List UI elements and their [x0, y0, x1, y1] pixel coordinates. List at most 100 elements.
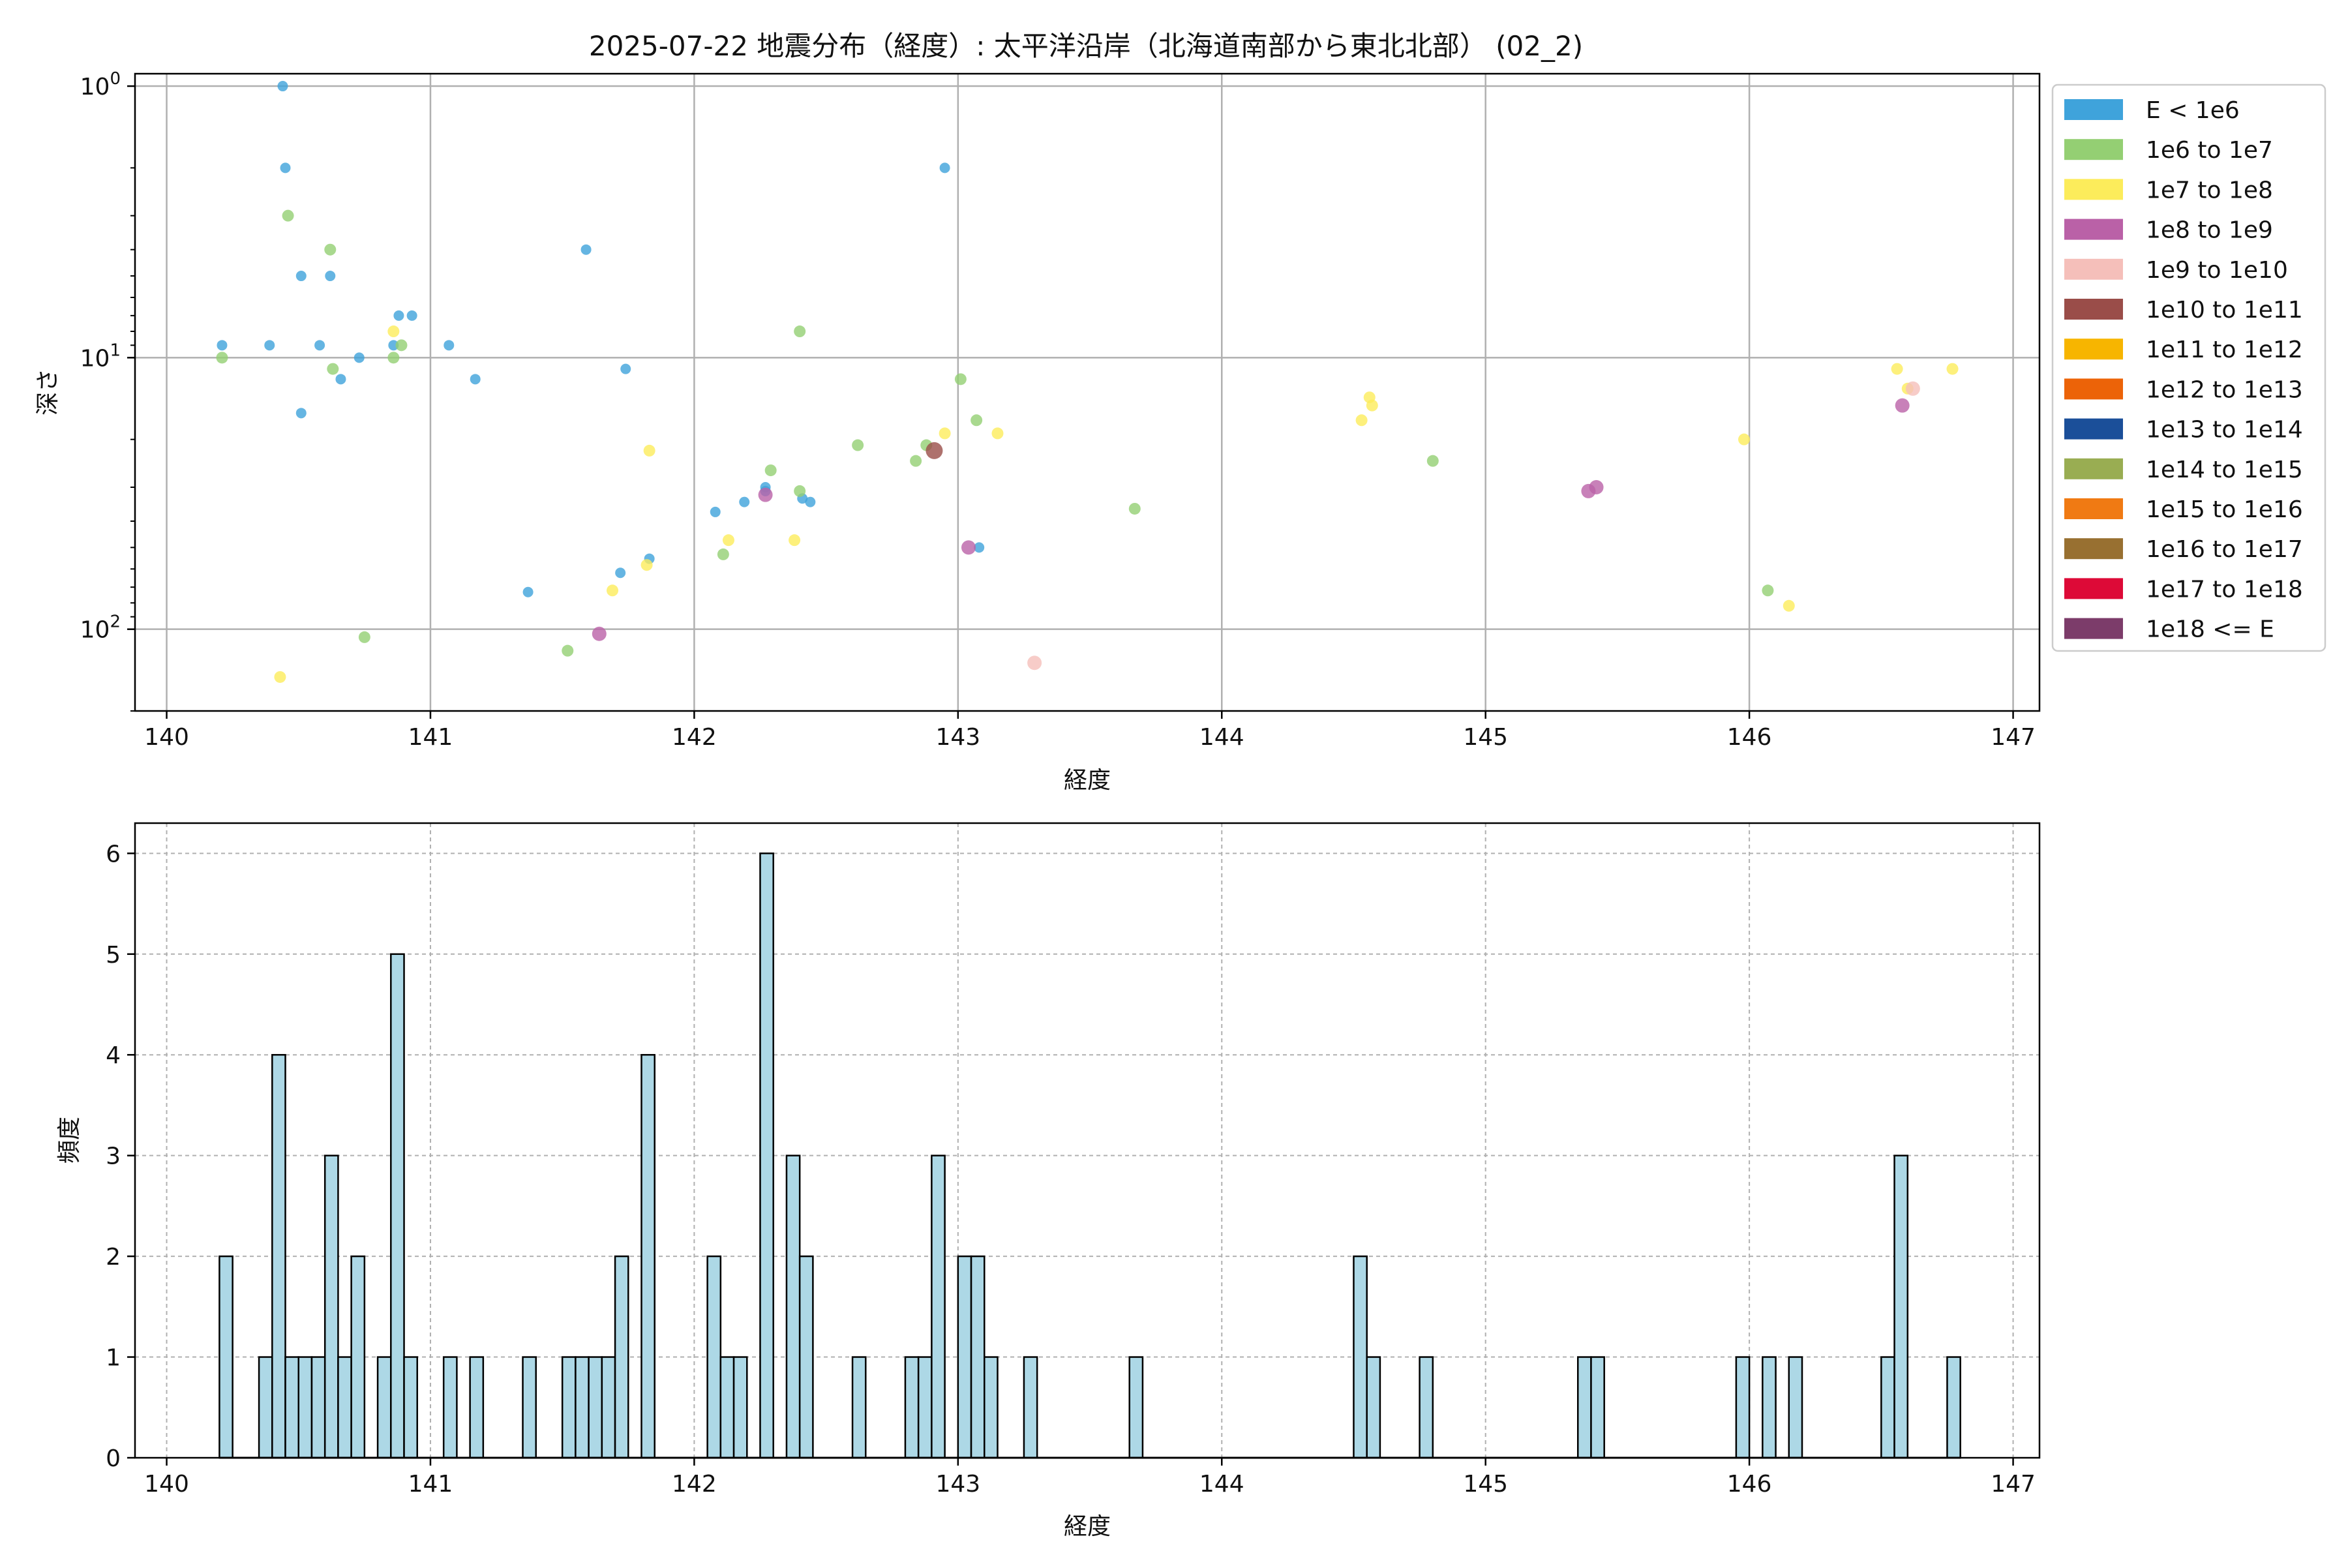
scatter-point: [324, 243, 337, 256]
histogram-bar: [851, 1356, 867, 1459]
histogram-bar: [614, 1255, 629, 1459]
histogram-bars: [218, 852, 1961, 1459]
legend-swatch: [2064, 458, 2123, 479]
scatter-point: [717, 548, 729, 560]
scatter-point: [217, 340, 228, 351]
scatter-x-tick-label: 144: [1199, 724, 1244, 751]
histogram-bar: [1023, 1356, 1038, 1459]
scatter-point: [961, 540, 976, 555]
histogram-bar: [403, 1356, 418, 1459]
histogram-bar: [970, 1255, 986, 1459]
scatter-point: [1426, 455, 1439, 467]
legend-label: 1e8 to 1e9: [2146, 217, 2273, 244]
histogram-bar: [324, 1154, 339, 1459]
scatter-point: [640, 559, 653, 571]
scatter-point: [295, 271, 307, 282]
legend-label: 1e13 to 1e14: [2146, 417, 2303, 444]
histogram-bar: [1419, 1356, 1434, 1459]
legend-label: 1e12 to 1e13: [2146, 376, 2303, 403]
scatter-point: [939, 162, 950, 173]
histogram-x-tick-label: 141: [408, 1471, 453, 1498]
histogram-bar: [931, 1154, 946, 1459]
scatter-y-tick-label: 100: [80, 69, 121, 100]
histogram-y-axis-label: 頻度: [56, 1117, 83, 1164]
histogram-y-tick-label: 3: [106, 1143, 121, 1170]
histogram-x-tick-label: 144: [1199, 1471, 1244, 1498]
histogram-x-tick-label: 146: [1727, 1471, 1772, 1498]
scatter-point: [216, 352, 228, 364]
scatter-point: [1905, 381, 1920, 396]
scatter-point: [277, 81, 288, 92]
histogram-bar: [706, 1255, 722, 1459]
legend-swatch: [2064, 538, 2123, 560]
legend-swatch: [2064, 258, 2123, 280]
histogram-bar: [588, 1356, 603, 1459]
histogram-x-axis-label: 経度: [1064, 1513, 1111, 1540]
legend-label: 1e14 to 1e15: [2146, 457, 2303, 483]
histogram-y-tick-label: 2: [106, 1244, 121, 1271]
scatter-point: [926, 442, 943, 459]
scatter-point: [280, 162, 291, 173]
scatter-y-tick-label: 101: [80, 340, 121, 372]
scatter-y-ticks: 100 101 102: [80, 69, 135, 712]
scatter-point: [406, 310, 417, 321]
scatter-point: [1891, 363, 1903, 375]
legend-label: 1e11 to 1e12: [2146, 337, 2303, 363]
histogram-bar: [271, 1053, 286, 1459]
legend-swatch: [2064, 139, 2123, 160]
histogram-bar: [284, 1356, 299, 1459]
histogram-bar: [258, 1356, 273, 1459]
scatter-point: [643, 444, 655, 457]
histogram-bar: [376, 1356, 392, 1459]
scatter-y-axis-label: 深さ: [35, 369, 61, 415]
scatter-point: [562, 644, 574, 657]
histogram-bar: [1353, 1255, 1368, 1459]
scatter-point: [387, 352, 400, 364]
scatter-x-axis-label: 経度: [1064, 767, 1111, 794]
legend-label: 1e16 to 1e17: [2146, 536, 2303, 563]
scatter-x-tick-label: 141: [408, 724, 453, 751]
histogram-bar: [310, 1356, 326, 1459]
scatter-point: [910, 455, 922, 467]
legend-label: 1e18 <= E: [2146, 616, 2274, 643]
histogram-y-ticks: 0 1 2 3 4 5 6: [106, 841, 135, 1472]
histogram-x-tick-label: 145: [1463, 1471, 1508, 1498]
histogram-bar: [1128, 1356, 1144, 1459]
scatter-point: [522, 586, 534, 597]
histogram-bar: [640, 1053, 655, 1459]
scatter-x-tick-label: 145: [1463, 724, 1508, 751]
histogram-bar: [337, 1356, 352, 1459]
histogram-bar: [1735, 1356, 1751, 1459]
scatter-point: [1895, 398, 1910, 413]
scatter-point: [1366, 399, 1378, 412]
legend-items: E < 1e6 1e6 to 1e7 1e7 to 1e8 1e8 to 1e9 1e9…: [2064, 97, 2303, 643]
legend-label: 1e15 to 1e16: [2146, 496, 2303, 523]
histogram-bar: [522, 1356, 537, 1459]
legend-swatch: [2064, 99, 2123, 120]
histogram-bar: [957, 1255, 972, 1459]
histogram-bar: [1880, 1356, 1895, 1459]
scatter-point: [1946, 363, 1959, 375]
histogram-y-tick-label: 1: [106, 1345, 121, 1372]
histogram-bar: [390, 953, 405, 1459]
histogram-bar: [469, 1356, 485, 1459]
histogram-bar: [984, 1356, 999, 1459]
legend-swatch: [2064, 378, 2123, 400]
scatter-point: [722, 534, 734, 547]
histogram-bar: [732, 1356, 748, 1459]
scatter-point: [387, 325, 400, 338]
histogram-bar: [1576, 1356, 1592, 1459]
scatter-point: [739, 496, 750, 507]
histogram-bar: [785, 1154, 801, 1459]
scatter-point: [1589, 479, 1604, 494]
scatter-point: [794, 485, 806, 497]
chart-title: 2025-07-22 地震分布（経度）: 太平洋沿岸（北海道南部から東北北部） …: [589, 30, 1583, 62]
histogram-y-tick-label: 5: [106, 942, 121, 969]
scatter-point: [1128, 502, 1141, 515]
legend-label: E < 1e6: [2146, 97, 2240, 124]
scatter-point: [974, 542, 985, 553]
histogram-bar: [1366, 1356, 1381, 1459]
scatter-axes-frame: [134, 72, 2041, 712]
histogram-bar: [1946, 1356, 1961, 1459]
scatter-point: [710, 506, 721, 517]
